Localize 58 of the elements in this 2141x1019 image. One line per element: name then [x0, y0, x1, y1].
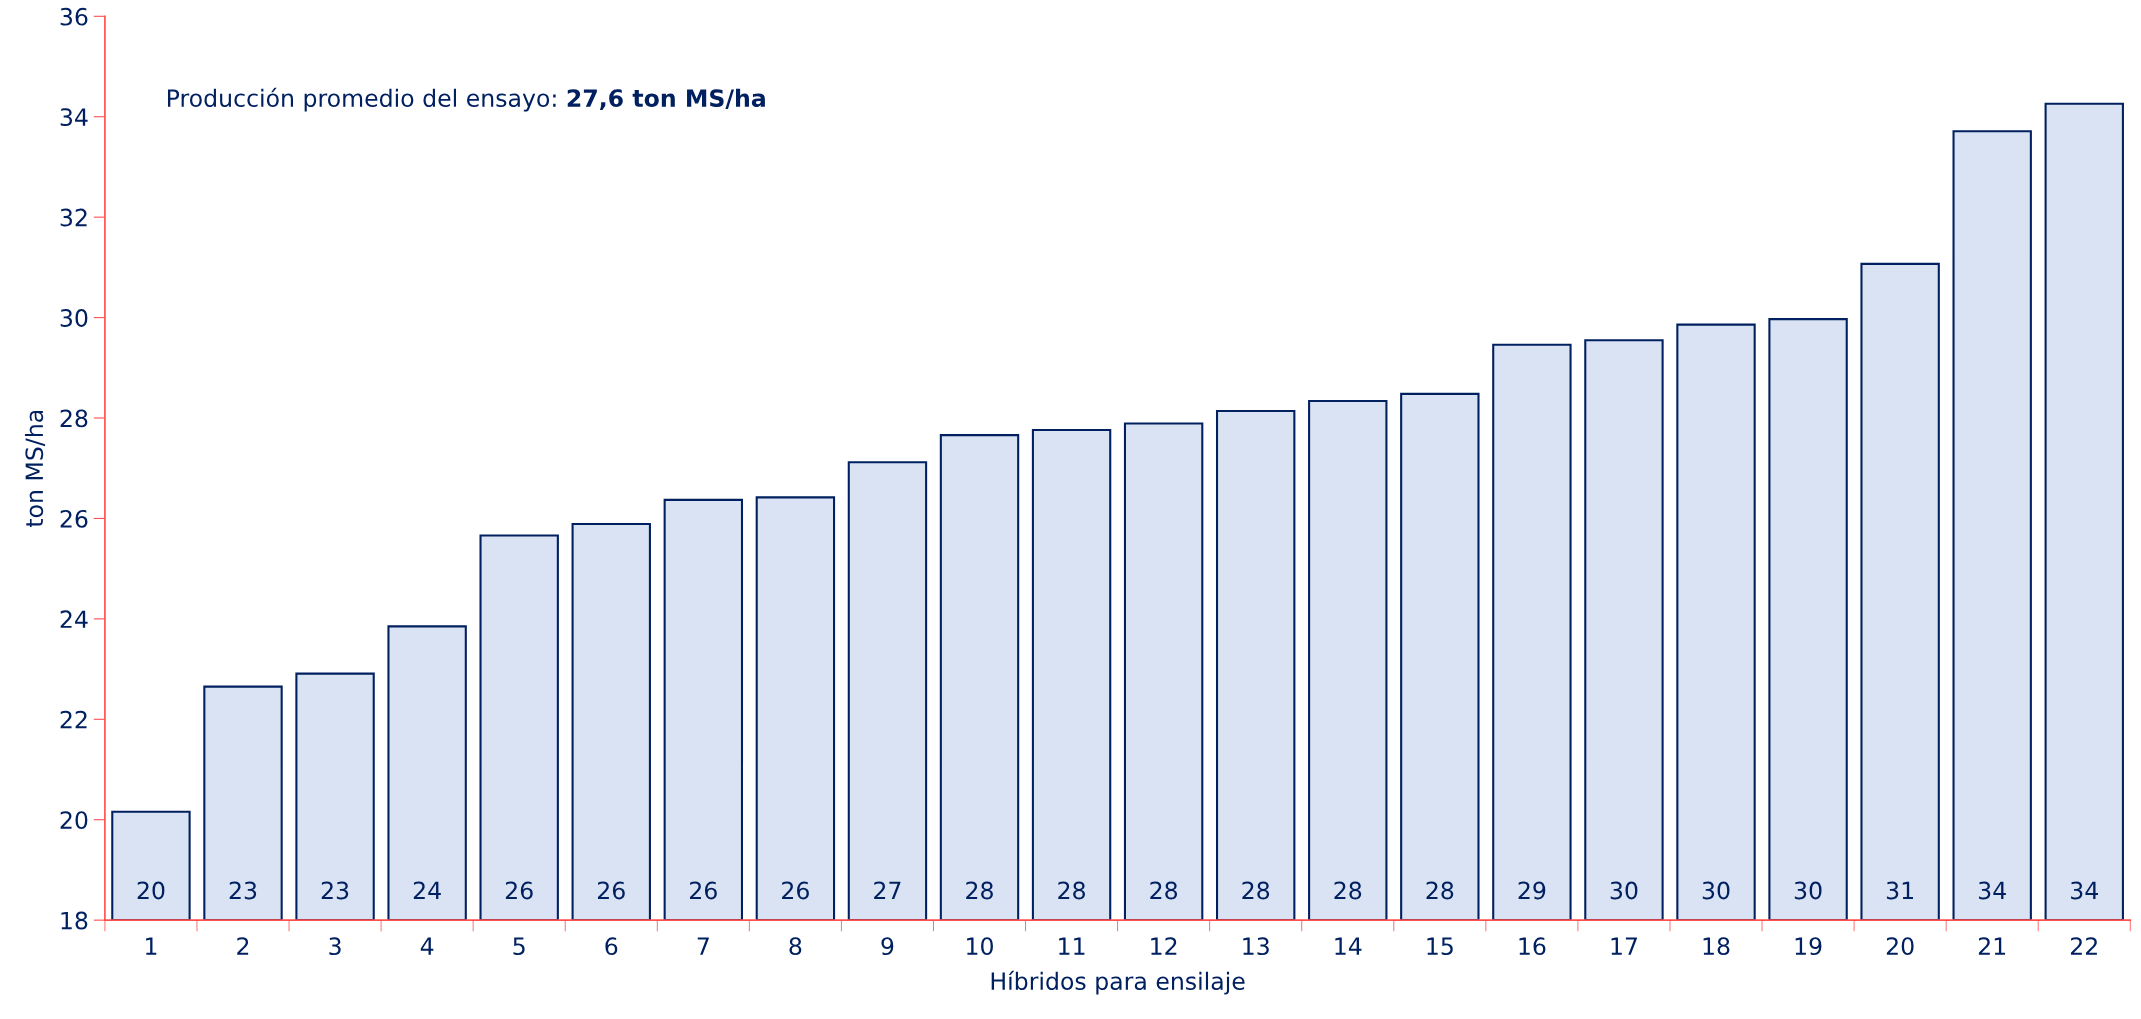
x-tick-label: 21: [1978, 937, 2006, 955]
y-tick-label: 30: [60, 309, 88, 327]
x-tick-label: 17: [1611, 937, 1637, 955]
x-tick-label: 20: [1886, 937, 1914, 956]
x-tick-label: 10: [967, 937, 993, 956]
annotation: Producción promedio del ensayo:: [167, 87, 556, 112]
x-tick-label: 12: [1151, 937, 1177, 955]
y-tick-label: 24: [60, 610, 88, 628]
data-label: 30: [1794, 881, 1822, 900]
data-label: 23: [321, 881, 349, 900]
data-label: 28: [1426, 881, 1454, 900]
data-label: 28: [966, 881, 993, 900]
x-tick-label: 8: [789, 937, 802, 956]
x-axis-title: Híbridos para ensilaje: [991, 970, 1245, 995]
y-tick-label: 28: [60, 409, 88, 428]
x-tick-label: 22: [2070, 937, 2097, 955]
x-tick-label: 1: [146, 937, 157, 955]
data-label: 23: [229, 881, 257, 900]
x-tick-label: 6: [605, 937, 618, 956]
data-label: 26: [690, 881, 717, 900]
y-tick-label: 36: [60, 7, 88, 26]
y-tick-label: 26: [60, 509, 88, 528]
data-label: 26: [597, 881, 625, 900]
data-label: 34: [1978, 881, 2006, 900]
y-tick-label: 34: [60, 108, 88, 127]
data-label: 20: [137, 881, 165, 900]
x-tick-label: 19: [1795, 937, 1822, 956]
data-label: 34: [2071, 881, 2098, 900]
data-label: 27: [874, 881, 901, 900]
y-axis-title: ton MS/ha: [24, 410, 46, 528]
data-label: 31: [1886, 881, 1913, 900]
x-tick-label: 3: [329, 937, 341, 956]
x-tick-label: 2: [237, 937, 249, 955]
data-label: 30: [1610, 881, 1638, 900]
y-tick-label: 22: [60, 710, 87, 729]
x-tick-label: 13: [1243, 937, 1269, 956]
x-tick-label: 15: [1427, 937, 1453, 956]
data-label: 26: [505, 881, 533, 900]
x-tick-label: 14: [1335, 937, 1362, 955]
x-tick-label: 18: [1703, 937, 1730, 956]
data-label: 24: [413, 881, 441, 900]
x-tick-label: 11: [1059, 937, 1085, 955]
x-tick-label: 4: [420, 937, 434, 955]
y-tick-label: 18: [61, 911, 88, 930]
data-label: 29: [1518, 881, 1546, 900]
data-label: 28: [1242, 881, 1270, 900]
x-tick-label: 9: [881, 937, 894, 956]
x-tick-label: 7: [697, 937, 709, 955]
x-tick-label: 5: [513, 937, 525, 956]
y-tick-label: 32: [60, 208, 87, 227]
y-tick-label: 20: [60, 811, 88, 830]
x-tick-label: 16: [1519, 937, 1546, 956]
data-label: 28: [1334, 881, 1362, 900]
data-label: 30: [1702, 881, 1730, 900]
data-label: 28: [1058, 881, 1085, 900]
data-label: 26: [782, 881, 809, 900]
data-label: 28: [1150, 881, 1178, 900]
annotation: 27,6 ton MS/ha: [567, 88, 765, 111]
